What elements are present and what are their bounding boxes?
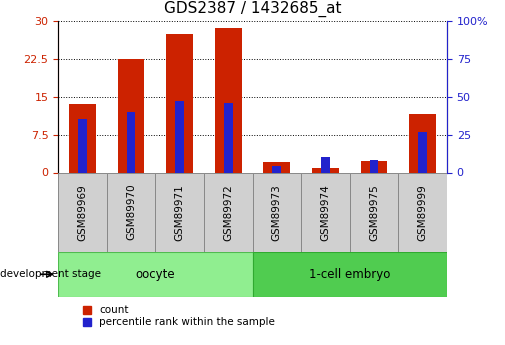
Bar — [361, 161, 387, 172]
Bar — [418, 131, 427, 172]
Bar — [264, 162, 290, 172]
Bar — [78, 119, 87, 172]
Bar — [156, 172, 204, 252]
Bar — [409, 114, 436, 172]
Bar — [301, 172, 350, 252]
Title: GDS2387 / 1432685_at: GDS2387 / 1432685_at — [164, 0, 341, 17]
Text: GSM89973: GSM89973 — [272, 184, 282, 240]
Bar — [69, 104, 96, 172]
Text: GSM89972: GSM89972 — [223, 184, 233, 240]
Text: development stage: development stage — [0, 269, 101, 279]
Bar — [204, 172, 252, 252]
Text: GSM89975: GSM89975 — [369, 184, 379, 240]
Bar — [252, 252, 447, 297]
Bar — [127, 112, 135, 172]
Text: GSM89969: GSM89969 — [77, 184, 87, 240]
Bar — [224, 103, 233, 172]
Text: 1-cell embryo: 1-cell embryo — [309, 268, 390, 281]
Bar — [272, 166, 281, 172]
Legend: count, percentile rank within the sample: count, percentile rank within the sample — [83, 305, 275, 327]
Bar — [398, 172, 447, 252]
Text: GSM89970: GSM89970 — [126, 184, 136, 240]
Text: GSM89974: GSM89974 — [320, 184, 330, 240]
Text: oocyte: oocyte — [135, 268, 175, 281]
Bar — [166, 34, 193, 172]
Bar — [370, 160, 378, 172]
Bar — [215, 28, 241, 172]
Text: GSM89971: GSM89971 — [175, 184, 185, 240]
Bar — [58, 172, 107, 252]
Bar — [175, 101, 184, 172]
Bar — [252, 172, 301, 252]
Bar — [321, 157, 330, 172]
Text: GSM89999: GSM89999 — [418, 184, 428, 240]
Bar — [312, 168, 339, 172]
Bar — [350, 172, 398, 252]
Bar — [107, 172, 156, 252]
Bar — [58, 252, 252, 297]
Bar — [118, 59, 144, 172]
